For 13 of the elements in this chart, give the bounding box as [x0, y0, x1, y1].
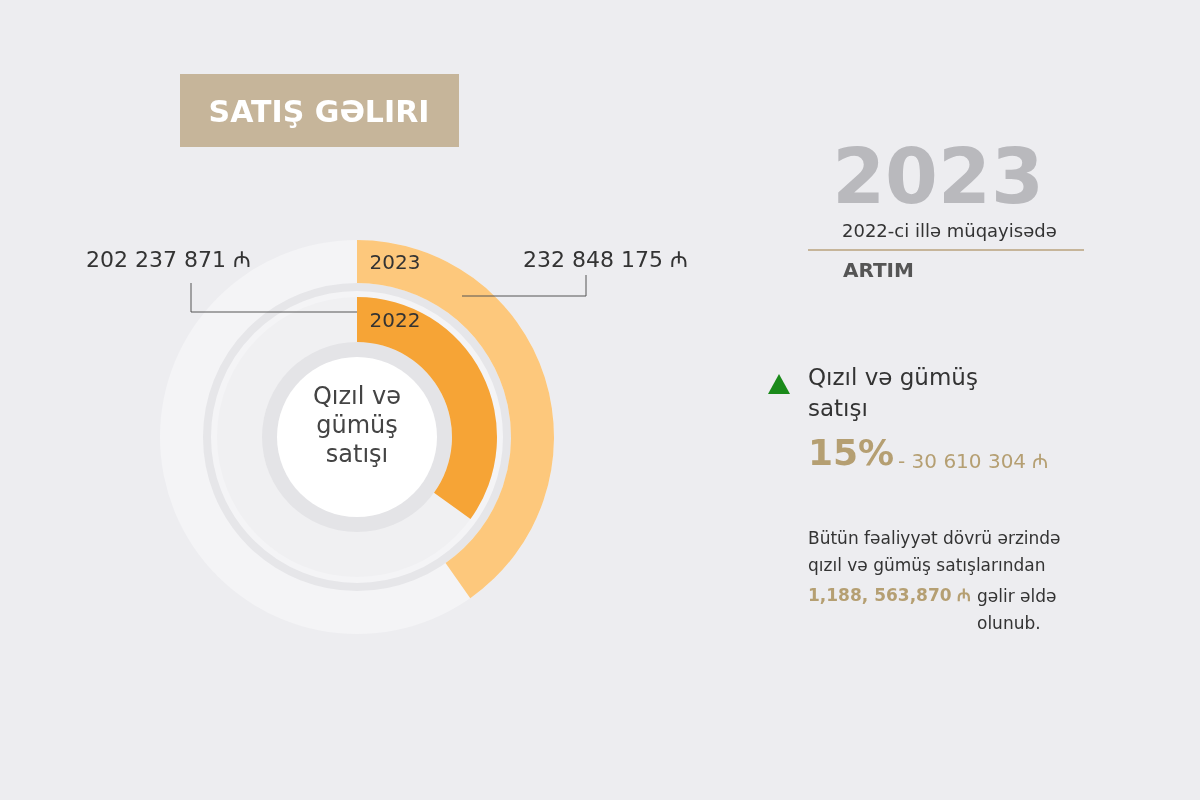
text: - 30 610 304 ₼	[898, 448, 1049, 474]
text: 1,188, 563,870 ₼	[808, 584, 972, 606]
text: 2022-ci illə müqayisədə	[842, 220, 1057, 241]
text: Qızıl və gümüş satışı	[311, 382, 403, 469]
data-label: 202 237 871 ₼	[86, 247, 251, 272]
category-label: 2022	[369, 307, 421, 332]
text: SATIŞ GƏLIRI	[208, 94, 430, 129]
text: 2023	[369, 249, 421, 274]
text: gəlir əldə olunub.	[977, 585, 1058, 636]
data-label: 232 848 175 ₼	[523, 247, 688, 272]
text: ARTIM	[843, 258, 914, 282]
text: Qızıl və gümüş satışı	[808, 363, 979, 424]
text: 15%	[808, 432, 895, 473]
